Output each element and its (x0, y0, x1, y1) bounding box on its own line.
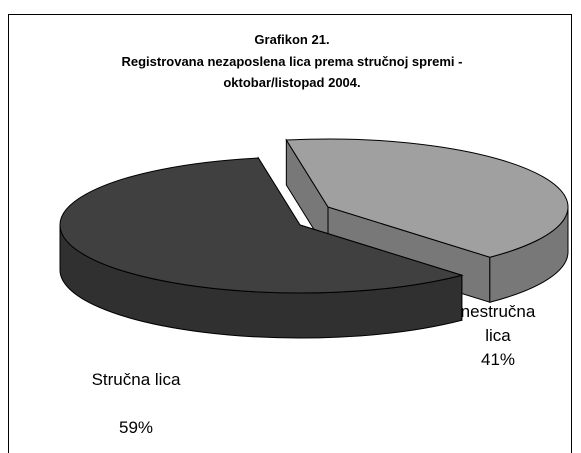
slice-value-label: 59% (118, 418, 154, 437)
slice-label: Stručna lica (91, 370, 181, 389)
frame (8, 14, 572, 453)
chart-subtitle: Registrovana nezaposlena lica prema stru… (121, 54, 463, 69)
pie-slice (285, 138, 569, 258)
slice-label: nestručna lica (460, 302, 536, 345)
chart-title: Grafikon 21. (254, 32, 330, 47)
chart-subtitle: oktobar/listopad 2004. (223, 75, 361, 90)
pie-slice (59, 157, 464, 294)
slice-value-label: 41% (480, 350, 516, 369)
